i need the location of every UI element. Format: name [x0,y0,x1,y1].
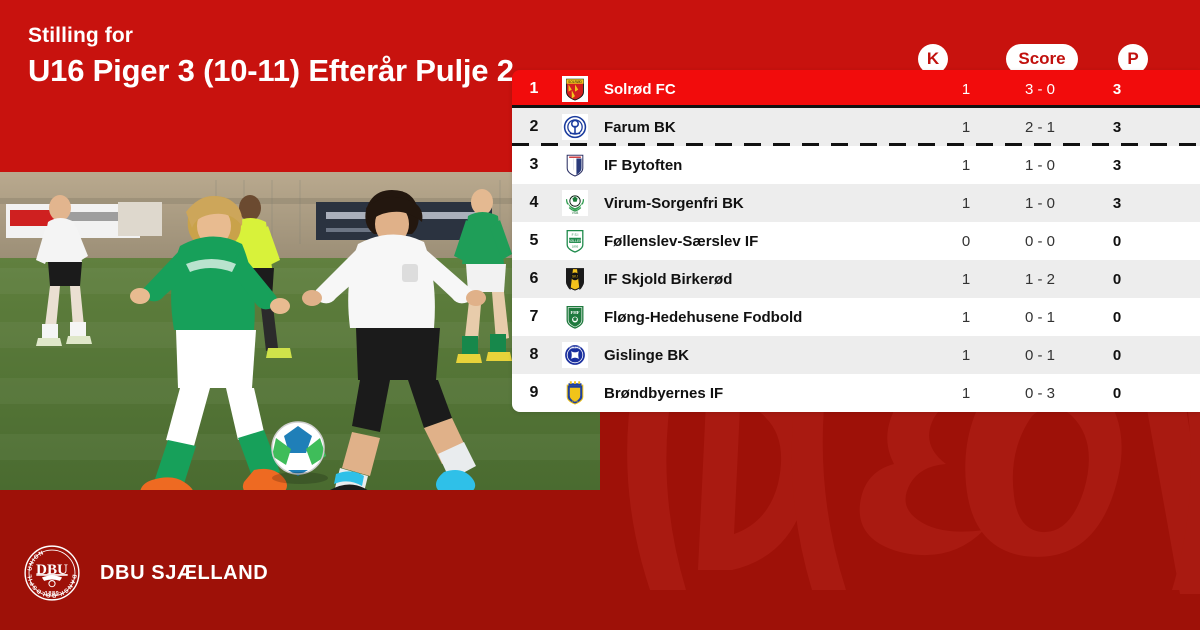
points: 0 [1112,232,1122,250]
svg-text:VSB: VSB [572,211,579,215]
matches-played: 0 [961,232,971,250]
table-row[interactable]: 1 SOLRØD Solrød FC 1 3 - 0 3 [512,70,1200,108]
table-header: K Score P [512,44,1200,74]
virum-sorgenfri-bk-crest: VSB [556,188,594,218]
organization-name: DBU SJÆLLAND [100,561,269,584]
row-position: 1 [529,80,539,97]
team-name: Fløng-Hedehusene Fodbold [604,308,803,326]
column-header-p: P [1118,44,1148,74]
table-row[interactable]: 4 VSB Virum-Sorgenfri BK 1 1 - 0 3 [512,184,1200,222]
team-name: IF Bytoften [604,156,683,174]
row-position: 4 [529,194,539,211]
table-row[interactable]: 7 FHF Fløng-Hedehusene Fodbold 1 0 - 1 0 [512,298,1200,336]
row-position: 2 [529,118,539,135]
table-row[interactable]: 8 GISLINGE Gislinge BK 1 0 - 1 0 [512,336,1200,374]
table-row[interactable]: 2 Farum BK 1 2 - 1 3 [512,108,1200,146]
table-row[interactable]: 5 F S I FØLLEN 1895 Føllenslev-Særslev IF 0 0 … [512,222,1200,260]
goal-score: 3 - 0 [1024,80,1055,98]
row-position: 9 [529,384,539,401]
kicker-text: Stilling for [28,24,134,47]
goal-score: 0 - 1 [1024,346,1055,364]
team-name: Virum-Sorgenfri BK [604,194,744,212]
goal-score: 1 - 0 [1024,194,1055,212]
matches-played: 1 [961,156,971,174]
matches-played: 1 [961,118,971,136]
goal-score: 0 - 3 [1024,384,1055,402]
goal-score: 1 - 2 [1024,270,1055,288]
gislinge-bk-crest: GISLINGE [556,340,594,370]
points: 0 [1112,308,1122,326]
goal-score: 2 - 1 [1024,118,1055,136]
table-row[interactable]: 3 IF Bytoften 1 1 - 0 3 [512,146,1200,184]
row-position: 7 [529,308,539,325]
footer-brand: DANSK BOLDSPIL UNION DBU 1889 DBU SJÆLLA… [24,545,268,601]
points: 3 [1112,80,1122,98]
dbu-logo: DANSK BOLDSPIL UNION DBU 1889 [24,545,80,601]
goal-score: 0 - 0 [1024,232,1055,250]
matches-played: 1 [961,80,971,98]
svg-text:1889: 1889 [45,591,60,597]
column-header-score: Score [1006,44,1078,74]
row-position: 6 [529,270,539,287]
points: 3 [1112,194,1122,212]
table-row[interactable]: 9 1964 Brøndbyernes IF 1 0 - 3 0 [512,374,1200,412]
goal-score: 1 - 0 [1024,156,1055,174]
svg-text:SKJ: SKJ [572,275,578,279]
points: 3 [1112,156,1122,174]
goal-score: 0 - 1 [1024,308,1055,326]
team-name: Gislinge BK [604,346,690,364]
farum-bk-crest [556,112,594,142]
points: 0 [1112,346,1122,364]
matches-played: 1 [961,270,971,288]
team-name: Brøndbyernes IF [604,384,724,402]
headline-block: Stilling for U16 Piger 3 (10-11) Efterår… [0,0,600,172]
page-title: U16 Piger 3 (10-11) Efterår Pulje 2 [28,53,514,88]
svg-text:FØLLEN: FØLLEN [568,239,582,243]
svg-text:F S I: F S I [572,233,579,237]
points: 3 [1112,118,1122,136]
svg-text:GISLINGE: GISLINGE [569,346,582,350]
svg-text:DBU: DBU [36,562,68,578]
points: 0 [1112,384,1122,402]
team-name: IF Skjold Birkerød [604,270,733,288]
points: 0 [1112,270,1122,288]
row-position: 5 [529,232,539,249]
matches-played: 1 [961,194,971,212]
matches-played: 1 [961,346,971,364]
matches-played: 1 [961,308,971,326]
brondbyernes-if-crest: 1964 [556,378,594,408]
match-photo [0,172,600,490]
if-skjold-birkerod-crest: SKJ [556,264,594,294]
team-name: Solrød FC [604,80,676,98]
team-name: Farum BK [604,118,676,136]
if-bytoften-crest [556,150,594,180]
svg-text:1895: 1895 [572,245,579,249]
matches-played: 1 [961,384,971,402]
column-header-k: K [918,44,948,74]
row-position: 3 [529,156,539,173]
table-row[interactable]: 6 SKJ IF Skjold Birkerød 1 1 - 2 0 [512,260,1200,298]
row-position: 8 [529,346,539,363]
flong-hedehusene-crest: FHF [556,302,594,332]
solrod-fc-crest: SOLRØD [556,74,594,104]
svg-text:1964: 1964 [572,399,578,403]
follenslev-saerslev-if-crest: F S I FØLLEN 1895 [556,226,594,256]
svg-text:FHF: FHF [570,310,579,315]
team-name: Føllenslev-Særslev IF [604,232,759,250]
svg-text:SOLRØD: SOLRØD [568,80,582,84]
